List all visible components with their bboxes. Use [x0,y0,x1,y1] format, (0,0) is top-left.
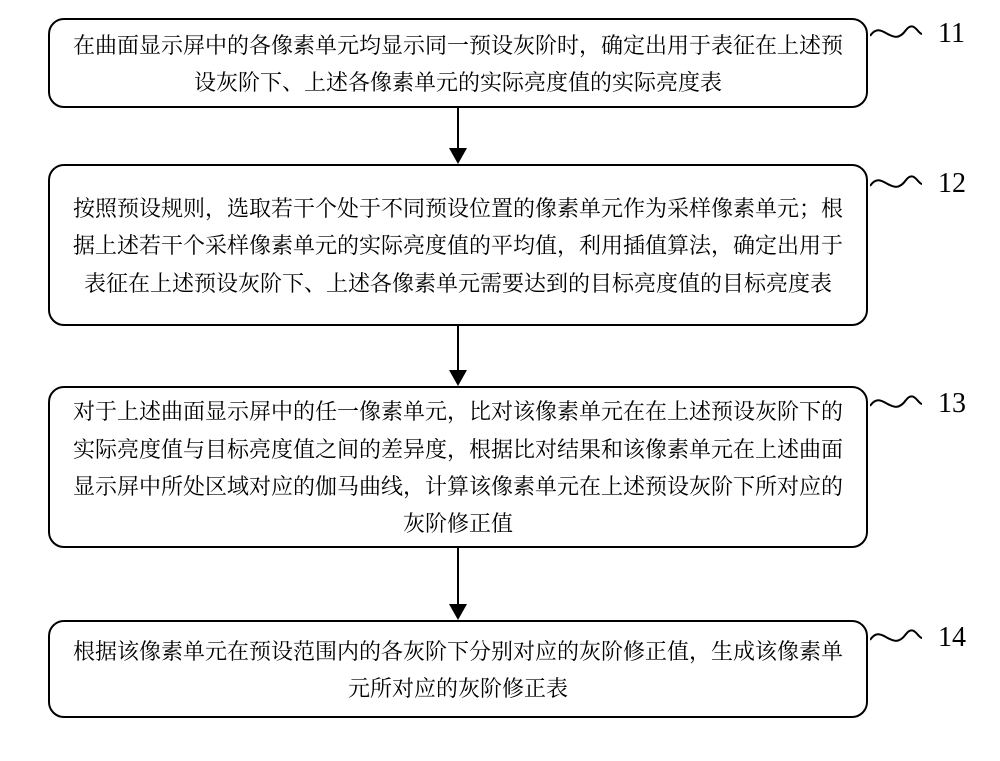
step-label-13: 13 [938,388,966,420]
brace-connector [870,12,930,52]
brace-connector [870,162,930,202]
step-label-11: 11 [938,18,965,50]
arrow-head-icon [449,604,467,620]
brace-connector [870,382,930,422]
flow-step-text: 按照预设规则，选取若干个处于不同预设位置的像素单元作为采样像素单元；根据上述若干… [68,189,848,301]
arrow-head-icon [449,148,467,164]
flow-step-text: 根据该像素单元在预设范围内的各灰阶下分别对应的灰阶修正值，生成该像素单元所对应的… [68,632,848,707]
flowchart-canvas: 在曲面显示屏中的各像素单元均显示同一预设灰阶时，确定出用于表征在上述预设灰阶下、… [0,0,1000,761]
flow-step-3: 对于上述曲面显示屏中的任一像素单元，比对该像素单元在在上述预设灰阶下的实际亮度值… [48,386,868,548]
step-label-14: 14 [938,622,966,654]
flow-step-text: 对于上述曲面显示屏中的任一像素单元，比对该像素单元在在上述预设灰阶下的实际亮度值… [68,392,848,542]
arrow-shaft [457,326,459,370]
flow-step-4: 根据该像素单元在预设范围内的各灰阶下分别对应的灰阶修正值，生成该像素单元所对应的… [48,620,868,718]
arrow-shaft [457,108,459,148]
brace-connector [870,616,930,656]
flow-step-2: 按照预设规则，选取若干个处于不同预设位置的像素单元作为采样像素单元；根据上述若干… [48,164,868,326]
step-label-12: 12 [938,168,966,200]
flow-step-1: 在曲面显示屏中的各像素单元均显示同一预设灰阶时，确定出用于表征在上述预设灰阶下、… [48,18,868,108]
flow-step-text: 在曲面显示屏中的各像素单元均显示同一预设灰阶时，确定出用于表征在上述预设灰阶下、… [68,26,848,101]
arrow-shaft [457,548,459,604]
arrow-head-icon [449,370,467,386]
